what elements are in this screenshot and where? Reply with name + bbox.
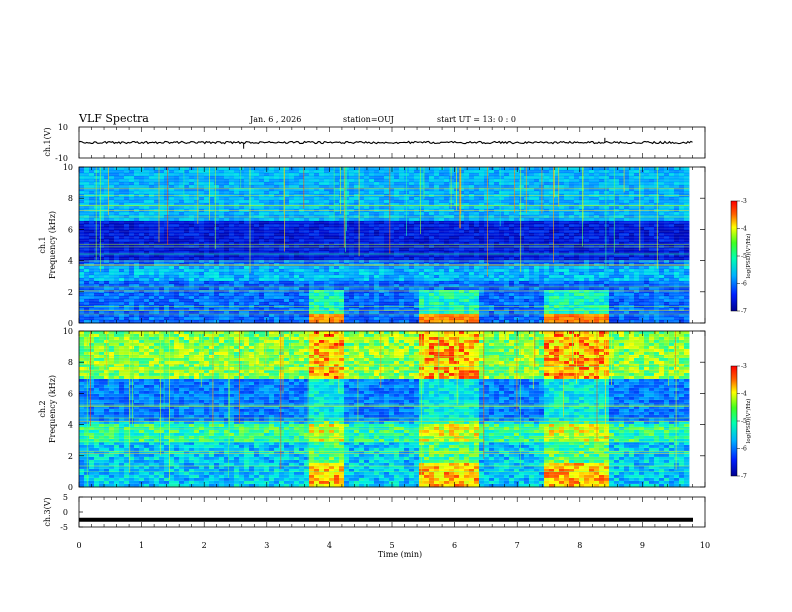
ch1-spikes — [243, 137, 606, 149]
ch1-y-label: ch.1(V) — [43, 127, 52, 156]
ch1-y-tick-label: -10 — [55, 154, 68, 163]
header-start-time: start UT = 13: 0 : 0 — [437, 115, 516, 124]
header-date: Jan. 6 , 2026 — [249, 115, 301, 124]
ch1-trace — [78, 140, 693, 145]
ch1-y-tick-label: 10 — [58, 123, 68, 132]
ch1-waveform-panel: 10 -10 ch.1(V) — [43, 123, 706, 163]
figure-title: VLF Spectra — [78, 112, 149, 125]
ch1-y-ticks: 10 -10 — [55, 123, 68, 163]
header-station: station=OUJ — [343, 115, 394, 124]
